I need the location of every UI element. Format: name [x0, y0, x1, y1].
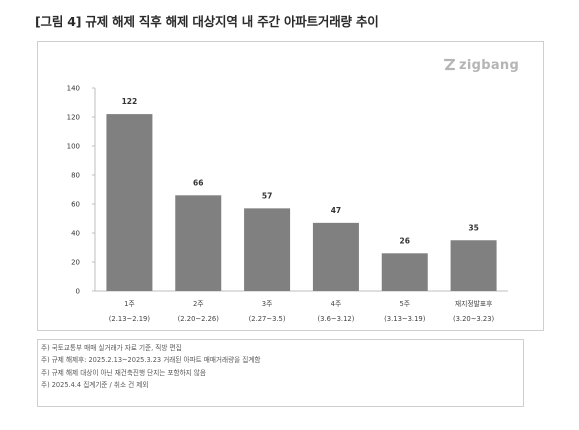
data-label: 122: [122, 97, 138, 106]
note-line: 주) 2025.4.4 집계기준 / 취소 건 제외: [41, 380, 149, 389]
x-tick-label: 3주: [262, 300, 273, 308]
data-label: 66: [193, 178, 203, 187]
bar: [450, 240, 497, 291]
data-label: 26: [400, 236, 410, 245]
data-label: 47: [331, 206, 341, 215]
x-tick-label: 5주: [399, 300, 410, 308]
brand-name: zigbang: [459, 58, 520, 73]
y-tick-label: 0: [76, 288, 80, 296]
y-tick-label: 120: [67, 114, 80, 122]
data-label: 35: [468, 223, 478, 232]
note-line: 주) 규제 해제후: 2025.2.13~2025.3.23 거래된 아파트 매…: [41, 356, 261, 365]
x-tick-range-label: (2.20~2.26): [178, 315, 220, 323]
y-tick-label: 80: [71, 172, 80, 180]
x-tick-range-label: (3.20~3.23): [453, 315, 495, 323]
zigbang-logo-icon: [443, 58, 456, 71]
x-tick-range-label: (3.13~3.19): [384, 315, 426, 323]
x-tick-label: 1주: [124, 300, 135, 308]
bar: [175, 195, 222, 291]
x-tick-range-label: (2.27~3.5): [249, 315, 286, 323]
y-tick-label: 40: [71, 230, 80, 238]
notes-box: 주) 국토교통부 매매 실거래가 자료 기준, 직방 편집 주) 규제 해제후:…: [37, 339, 524, 407]
note-line: 주) 국토교통부 매매 실거래가 자료 기준, 직방 편집: [41, 344, 182, 352]
bar: [312, 222, 359, 291]
bar: [106, 114, 153, 291]
x-tick-label: 2주: [193, 300, 204, 308]
bar: [381, 253, 428, 291]
brand-logo: zigbang: [443, 58, 519, 73]
note-line: 주) 규제 해제 대상이 아닌 재건축진행 단지는 포함하지 않음: [41, 368, 206, 377]
x-tick-range-label: (2.13~2.19): [109, 315, 151, 323]
x-tick-label: 재지정발표후: [455, 299, 493, 308]
y-tick-label: 140: [67, 85, 80, 93]
y-tick-label: 100: [67, 143, 80, 151]
y-tick-label: 20: [71, 259, 80, 267]
y-tick-label: 60: [71, 201, 80, 209]
x-tick-label: 4주: [331, 300, 342, 308]
data-label: 57: [262, 191, 272, 200]
x-tick-range-label: (3.6~3.12): [317, 315, 354, 323]
figure-title: [그림 4] 규제 해제 직후 해제 대상지역 내 주간 아파트거래량 추이: [35, 14, 379, 29]
bar: [244, 208, 291, 291]
